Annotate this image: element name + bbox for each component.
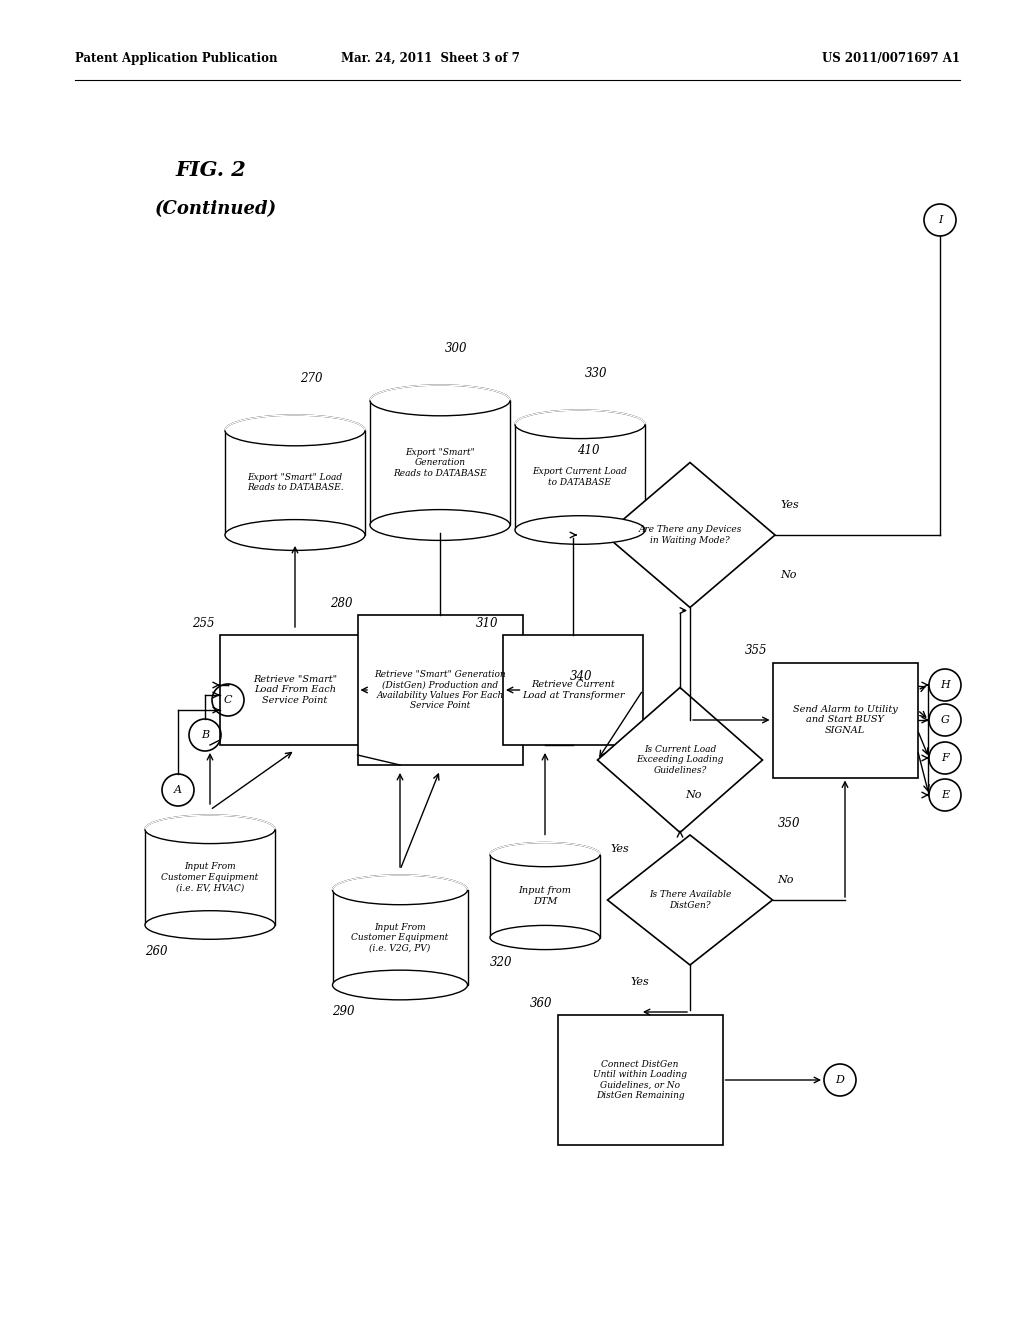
Ellipse shape: [225, 520, 365, 550]
Ellipse shape: [225, 414, 365, 446]
Text: Is Current Load
Exceeding Loading
Guidelines?: Is Current Load Exceeding Loading Guidel…: [636, 744, 724, 775]
Text: E: E: [941, 789, 949, 800]
Bar: [490, 854, 600, 937]
Text: B: B: [201, 730, 209, 741]
Text: F: F: [941, 752, 949, 763]
Text: 355: 355: [745, 644, 768, 657]
Text: 350: 350: [777, 817, 800, 830]
Text: 290: 290: [333, 1005, 355, 1018]
Text: Mar. 24, 2011  Sheet 3 of 7: Mar. 24, 2011 Sheet 3 of 7: [341, 51, 519, 65]
Text: A: A: [174, 785, 182, 795]
Text: Input From
Customer Equipment
(i.e. EV, HVAC): Input From Customer Equipment (i.e. EV, …: [162, 862, 259, 892]
Text: Yes: Yes: [610, 845, 630, 854]
Ellipse shape: [145, 911, 275, 940]
Bar: [503, 635, 643, 744]
Text: Send Alarm to Utility
and Start BUSY
SIGNAL: Send Alarm to Utility and Start BUSY SIG…: [793, 705, 897, 735]
Bar: [357, 615, 522, 766]
Text: Are There any Devices
in Waiting Mode?: Are There any Devices in Waiting Mode?: [638, 525, 741, 545]
Bar: [145, 829, 275, 925]
Text: 360: 360: [530, 997, 553, 1010]
Text: D: D: [836, 1074, 845, 1085]
Text: FIG. 2: FIG. 2: [175, 160, 246, 180]
Text: (Continued): (Continued): [155, 201, 278, 218]
Text: US 2011/0071697 A1: US 2011/0071697 A1: [822, 51, 961, 65]
Text: Yes: Yes: [631, 977, 649, 987]
Text: 280: 280: [330, 597, 352, 610]
Text: No: No: [780, 570, 797, 579]
Bar: [370, 400, 510, 525]
Text: Export "Smart"
Generation
Reads to DATABASE: Export "Smart" Generation Reads to DATAB…: [393, 447, 486, 478]
Text: 270: 270: [300, 372, 323, 385]
Text: 320: 320: [490, 956, 512, 969]
Polygon shape: [607, 836, 772, 965]
Bar: [772, 663, 918, 777]
Ellipse shape: [370, 385, 510, 416]
Text: H: H: [940, 680, 950, 690]
Text: Patent Application Publication: Patent Application Publication: [75, 51, 278, 65]
Text: 410: 410: [578, 445, 600, 458]
Text: G: G: [941, 715, 949, 725]
Text: Export "Smart" Load
Reads to DATABASE.: Export "Smart" Load Reads to DATABASE.: [247, 473, 343, 492]
Text: 340: 340: [570, 669, 593, 682]
Polygon shape: [597, 688, 763, 833]
Ellipse shape: [145, 814, 275, 843]
Text: 260: 260: [145, 945, 168, 958]
Ellipse shape: [490, 925, 600, 949]
Text: Connect DistGen
Until within Loading
Guidelines, or No
DistGen Remaining: Connect DistGen Until within Loading Gui…: [593, 1060, 687, 1100]
Ellipse shape: [515, 516, 645, 544]
Ellipse shape: [333, 970, 468, 999]
Text: I: I: [938, 215, 942, 224]
Text: Retrieve Current
Load at Transformer: Retrieve Current Load at Transformer: [522, 680, 625, 700]
Text: 300: 300: [445, 342, 468, 355]
Text: Retrieve "Smart"
Load From Each
Service Point: Retrieve "Smart" Load From Each Service …: [253, 675, 337, 705]
Text: Retrieve "Smart" Generation
(DistGen) Production and
Availability Values For Eac: Retrieve "Smart" Generation (DistGen) Pr…: [374, 671, 506, 710]
Text: C: C: [224, 696, 232, 705]
Text: 310: 310: [475, 616, 498, 630]
Polygon shape: [605, 462, 775, 607]
Text: 330: 330: [585, 367, 607, 380]
Ellipse shape: [490, 842, 600, 867]
Text: Input from
DTM: Input from DTM: [518, 886, 571, 906]
Text: No: No: [777, 875, 794, 884]
Text: 255: 255: [193, 616, 215, 630]
Bar: [220, 635, 370, 744]
Bar: [225, 430, 365, 535]
Bar: [515, 424, 645, 531]
Bar: [557, 1015, 723, 1144]
Ellipse shape: [370, 510, 510, 540]
Text: Export Current Load
to DATABASE: Export Current Load to DATABASE: [532, 467, 628, 487]
Text: No: No: [685, 789, 701, 800]
Text: Is There Available
DistGen?: Is There Available DistGen?: [649, 890, 731, 909]
Text: Yes: Yes: [780, 500, 799, 510]
Ellipse shape: [515, 411, 645, 438]
Bar: [333, 890, 468, 985]
Ellipse shape: [333, 875, 468, 904]
Text: Input From
Customer Equipment
(i.e. V2G, PV): Input From Customer Equipment (i.e. V2G,…: [351, 923, 449, 952]
